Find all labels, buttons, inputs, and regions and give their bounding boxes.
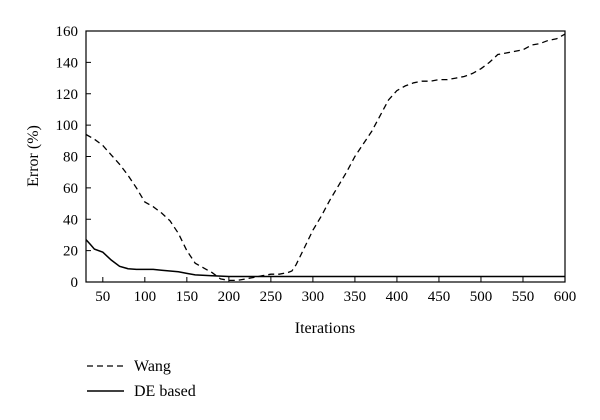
series-line-de-based bbox=[85, 239, 565, 278]
plot-frame bbox=[85, 30, 566, 283]
x-axis-title: Iterations bbox=[295, 320, 355, 337]
y-tick-label: 120 bbox=[56, 87, 79, 103]
x-tick-label: 250 bbox=[260, 289, 283, 305]
x-tick-label: 400 bbox=[386, 289, 409, 305]
x-tick-label: 500 bbox=[470, 289, 493, 305]
series-lines bbox=[85, 33, 566, 282]
x-tick-label: 150 bbox=[176, 289, 199, 305]
y-tick-label: 20 bbox=[63, 244, 78, 260]
x-tick-label: 100 bbox=[134, 289, 157, 305]
y-tick-label: 140 bbox=[56, 55, 79, 71]
y-tick-label: 80 bbox=[63, 150, 78, 166]
y-tick-label: 100 bbox=[56, 118, 79, 134]
y-tick-label: 40 bbox=[63, 212, 78, 228]
y-axis-title: Error (%) bbox=[25, 125, 42, 187]
legend: Wang DE based bbox=[87, 358, 196, 400]
x-tick-label: 450 bbox=[428, 289, 451, 305]
x-tick-label: 50 bbox=[95, 289, 110, 305]
legend-label-wang: Wang bbox=[134, 358, 171, 375]
x-tick-label: 550 bbox=[512, 289, 535, 305]
legend-label-de-based: DE based bbox=[134, 383, 196, 400]
x-tick-label: 600 bbox=[554, 289, 577, 305]
series-line-wang bbox=[85, 33, 566, 282]
x-axis-ticks: 50 100 150 200 250 300 350 400 450 500 550 600 bbox=[95, 277, 576, 305]
y-tick-label: 0 bbox=[71, 275, 79, 291]
y-axis-ticks: 0 20 40 60 80 100 120 140 160 bbox=[56, 24, 91, 291]
y-tick-label: 60 bbox=[63, 181, 78, 197]
x-tick-label: 350 bbox=[344, 289, 367, 305]
y-tick-label: 160 bbox=[56, 24, 79, 40]
x-tick-label: 300 bbox=[302, 289, 325, 305]
x-tick-label: 200 bbox=[218, 289, 241, 305]
